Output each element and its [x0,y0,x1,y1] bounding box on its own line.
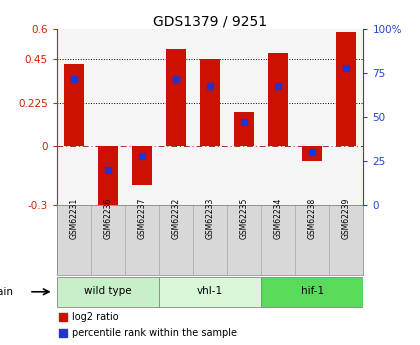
Bar [57,205,91,275]
Bar [336,32,357,146]
Bar [268,53,289,146]
Bar [159,277,261,307]
Bar [193,205,227,275]
Bar [227,205,261,275]
Bar [159,205,193,275]
Text: log2 ratio: log2 ratio [72,312,119,322]
Text: GSM62231: GSM62231 [69,197,78,239]
Text: GSM62233: GSM62233 [205,197,215,239]
Bar [302,146,323,161]
Bar [261,277,363,307]
Text: GSM62234: GSM62234 [274,197,283,239]
Bar [57,277,159,307]
Bar [125,205,159,275]
Text: GSM62237: GSM62237 [137,197,146,239]
Title: GDS1379 / 9251: GDS1379 / 9251 [153,14,267,28]
Text: percentile rank within the sample: percentile rank within the sample [72,328,237,338]
Bar [234,112,254,146]
Bar [97,146,118,209]
Text: GSM62238: GSM62238 [308,197,317,239]
Text: hif-1: hif-1 [301,286,324,296]
Bar [63,65,84,146]
Bar [329,205,363,275]
Bar [131,146,152,185]
Text: strain: strain [0,287,14,297]
Bar [166,49,186,146]
Bar [91,205,125,275]
Text: GSM62236: GSM62236 [103,197,112,239]
Bar [295,205,329,275]
Text: vhl-1: vhl-1 [197,286,223,296]
Text: wild type: wild type [84,286,131,296]
Text: GSM62235: GSM62235 [239,197,249,239]
Text: GSM62232: GSM62232 [171,197,181,239]
Bar [200,59,220,146]
Bar [261,205,295,275]
Text: GSM62239: GSM62239 [342,197,351,239]
